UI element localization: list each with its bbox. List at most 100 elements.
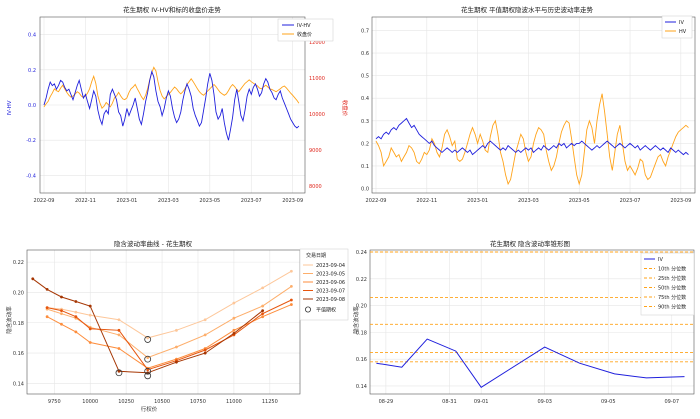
chart-title: 花生期权 IV-HV和标的收盘价走势 — [123, 5, 221, 14]
smile-point — [289, 298, 293, 302]
x-tick-label: 2023-07 — [241, 198, 262, 204]
x-tick-label: 2023-05 — [199, 198, 220, 204]
y-tick-label: 0.20 — [13, 290, 24, 296]
plot-frame — [39, 16, 306, 194]
atm-marker — [144, 355, 152, 363]
x-tick-label: 08-31 — [442, 399, 457, 405]
x-tick-label: 09-05 — [601, 399, 616, 405]
legend-entry: 75th 分位数 — [658, 294, 686, 301]
y-tick-label: 0.7 — [361, 29, 369, 35]
smile-point — [74, 300, 78, 303]
smile-point — [117, 328, 121, 332]
plot-frame — [371, 16, 696, 194]
smile-point — [88, 313, 92, 317]
smile-point — [289, 303, 293, 306]
legend-entry: 25th 分位数 — [658, 275, 686, 282]
legend-entry: 2023-09-07 — [316, 289, 345, 295]
x-tick-label: 10750 — [190, 399, 206, 405]
smile-point — [289, 269, 293, 273]
x-tick-label: 10500 — [154, 399, 170, 405]
y-tick-label: 0.4 — [28, 33, 36, 39]
smile-point — [203, 318, 207, 322]
plot-area: 2022-09 2022-11 2023-01 2023-03 2023-05 2023-… — [26, 16, 325, 204]
atm-marker — [144, 367, 152, 375]
x-tick-label: 11250 — [262, 399, 278, 405]
iv-line — [375, 117, 689, 156]
smile-point — [261, 312, 265, 316]
legend-entry: 2023-09-08 — [316, 297, 345, 303]
volatility-cone-chart: 花生期权 隐含波动率锥形图 08-29 08-31 09-01 09-03 09-05 0… — [352, 239, 695, 405]
smile-point — [232, 301, 236, 305]
smile-point — [60, 309, 63, 313]
smile-point — [232, 328, 236, 332]
chart-title: 花生期权 平值期权隐波水平与历史波动率走势 — [461, 5, 594, 14]
smile-point — [203, 333, 207, 337]
legend-entry: 90th 分位数 — [658, 304, 686, 311]
y-tick-label: 0.1 — [361, 164, 369, 170]
x-tick-label: 2023-09 — [670, 198, 691, 204]
x-tick-label: 09-01 — [474, 399, 489, 405]
plot-frame — [26, 249, 301, 395]
x-tick-label: 08-29 — [379, 399, 394, 405]
smile-point — [60, 312, 63, 316]
smile-point — [203, 348, 207, 352]
chart-title: 花生期权 隐含波动率锥形图 — [490, 239, 570, 248]
legend-entry: 50th 分位数 — [658, 285, 686, 292]
atm-marker — [144, 372, 152, 380]
legend-entry: 10th 分位数 — [658, 266, 686, 273]
y-tick-label: 0.16 — [356, 357, 367, 363]
plot-area: 9750 10000 10250 10500 10750 11000 11250 0.22 0.… — [13, 249, 301, 405]
y-tick-label: 0.14 — [356, 384, 367, 390]
y-tick-label: 0.2 — [361, 141, 369, 147]
y-axis-right-label: 收盘价 — [341, 100, 349, 117]
x-tick-label: 09-03 — [537, 399, 552, 405]
smile-line-2023-09-04 — [47, 270, 292, 339]
y-right-tick-label: 11000 — [309, 76, 325, 82]
smile-point — [60, 322, 63, 326]
y-tick-label: 0.18 — [13, 321, 24, 327]
x-tick-label: 2023-07 — [620, 198, 641, 204]
legend-entry: 2023-09-04 — [316, 263, 345, 269]
legend-hv: HV — [679, 29, 687, 35]
smile-point — [117, 333, 121, 337]
y-tick-label: 0.4 — [361, 96, 369, 102]
x-tick-label: 2023-05 — [569, 198, 590, 204]
x-axis-label: 行权价 — [141, 405, 158, 413]
smile-point — [74, 315, 78, 319]
legend-entry: 平值期权 — [316, 307, 336, 314]
x-tick-label: 2023-01 — [116, 198, 137, 204]
smile-line-2023-09-07 — [46, 299, 292, 371]
smile-point — [261, 315, 265, 319]
legend-entry: 2023-09-05 — [316, 272, 345, 278]
x-tick-label: 11000 — [226, 399, 242, 405]
smile-point — [74, 330, 78, 334]
legend-entry: IV — [658, 257, 663, 263]
x-tick-label: 09-07 — [664, 399, 679, 405]
y-tick-label: 0.0 — [28, 103, 36, 109]
x-tick-label: 10000 — [82, 399, 98, 405]
plot-area: 08-29 08-31 09-01 09-03 09-05 09-07 0.24 0.22 0.… — [356, 249, 695, 405]
y-axis-label: 隐含波动率 — [352, 306, 360, 334]
smile-point — [232, 316, 236, 320]
atm-marker — [115, 369, 123, 377]
y-right-tick-label: 12000 — [309, 40, 325, 46]
y-right-tick-label: 8000 — [309, 184, 322, 190]
x-tick-label: 2023-09 — [282, 198, 303, 204]
y-tick-label: 0.2 — [28, 68, 36, 74]
iv-hv-price-chart: 花生期权 IV-HV和标的收盘价走势 2022-09 2022-11 2023-01… — [7, 5, 349, 204]
x-tick-label: 2022-11 — [416, 198, 437, 204]
y-axis-label: 隐含波动率 — [5, 306, 13, 334]
legend-iv: IV — [679, 20, 684, 26]
smile-point — [146, 336, 150, 340]
y-tick-label: 0.22 — [13, 260, 24, 266]
y-tick-label: 0.22 — [356, 277, 367, 283]
y-tick-label: 0.0 — [361, 186, 369, 192]
smile-point — [117, 347, 121, 350]
y-right-tick-label: 10000 — [309, 112, 325, 118]
smile-point — [74, 310, 78, 314]
smile-point — [175, 345, 178, 349]
smile-point — [232, 331, 236, 335]
legend: IV-HV 收盘价 — [277, 18, 334, 42]
y-tick-label: 0.6 — [361, 51, 369, 57]
plot-area: 2022-09 2022-11 2023-01 2023-03 2023-05 2023-… — [361, 16, 696, 204]
